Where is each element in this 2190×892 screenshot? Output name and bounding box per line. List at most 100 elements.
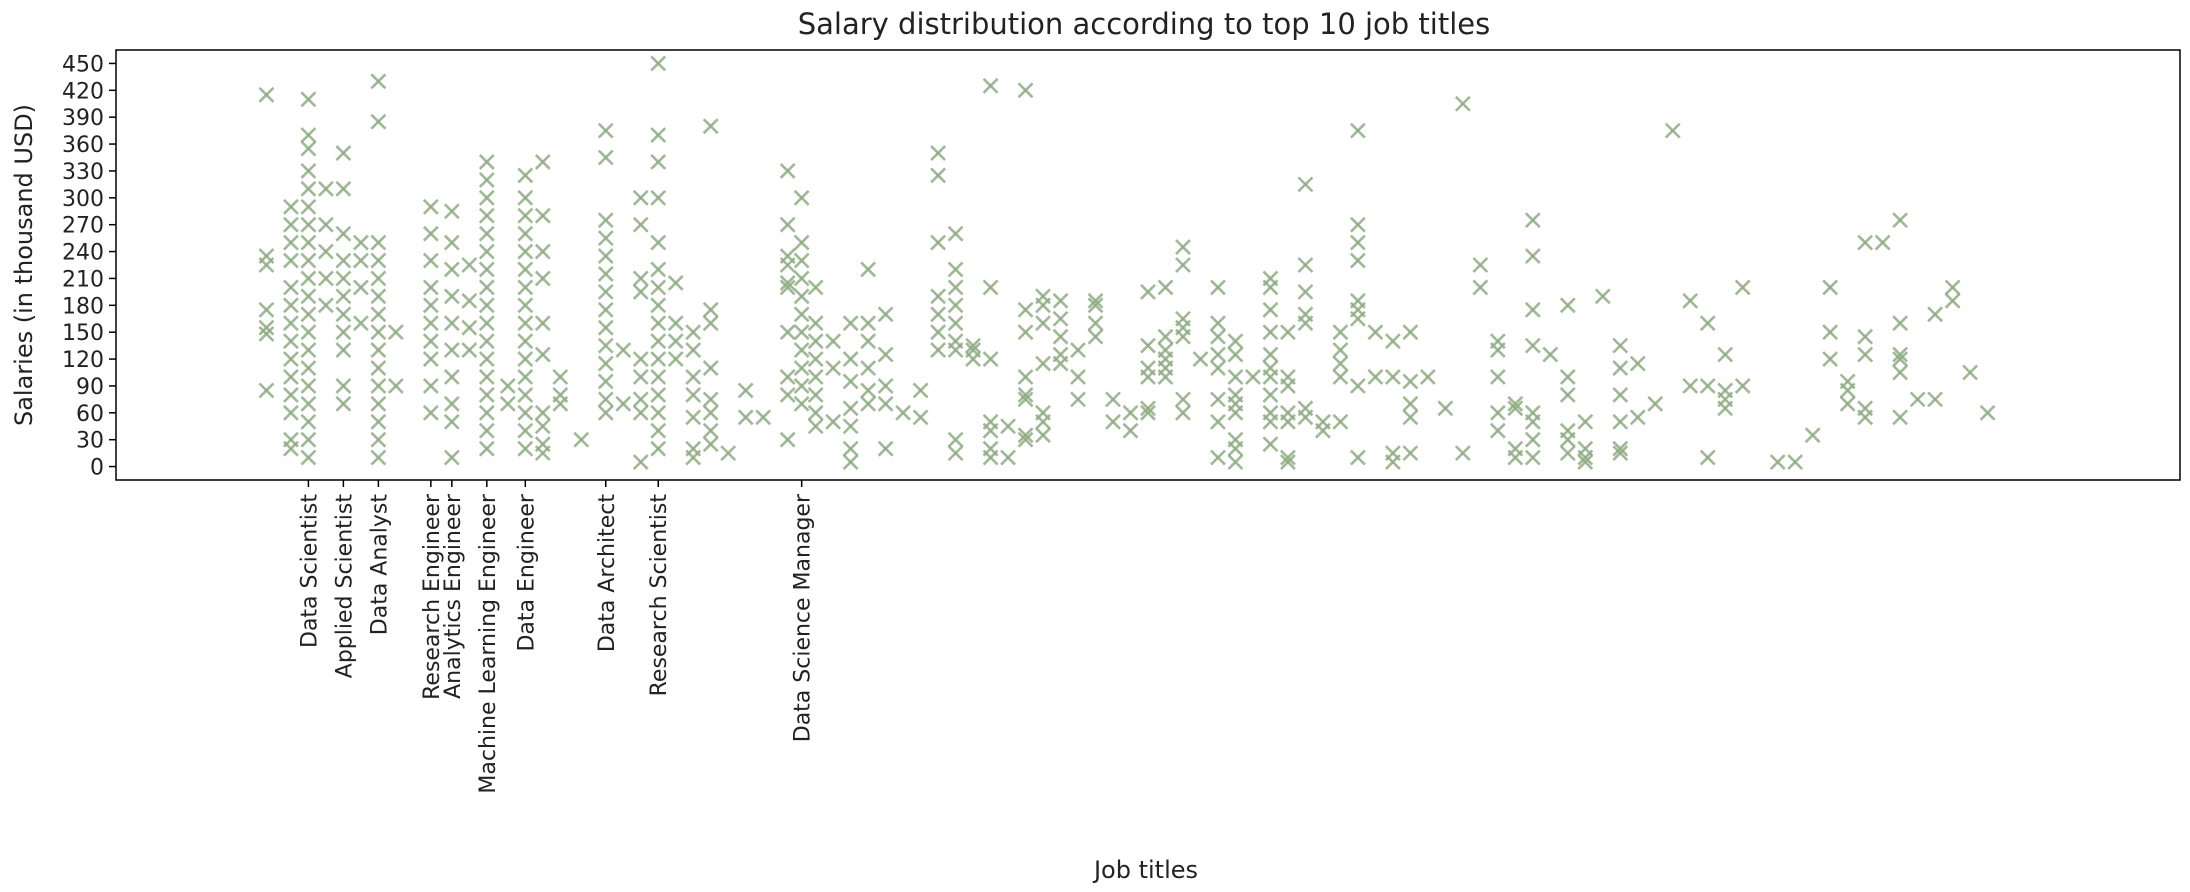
data-point [517,297,534,314]
data-point [1000,418,1016,435]
data-point [478,171,495,188]
data-point [422,225,439,242]
data-point [1734,378,1751,394]
y-tick-label: 420 [62,79,104,104]
data-point [478,422,495,439]
data-point [478,225,495,242]
data-point [650,315,667,332]
data-point [1822,279,1839,296]
data-point [1822,351,1839,367]
data-point [1035,297,1051,314]
data-point [877,395,894,412]
data-point [1175,239,1191,256]
data-point [1612,386,1629,403]
data-point [597,373,614,390]
x-axis: Data Scientist Applied Scientist Data Anal… [297,480,816,794]
data-point [632,404,649,421]
data-point [1122,404,1139,421]
data-point [317,180,334,197]
data-point [1524,337,1541,354]
x-tick-label: Research Engineer [420,493,445,700]
data-point [1542,346,1559,363]
data-point [352,279,369,296]
data-point [1210,315,1226,332]
data-point [1489,422,1506,439]
data-point [930,145,947,161]
data-point [317,297,334,314]
data-point [807,333,824,350]
x-tick-label: Analytics Engineer [441,493,466,699]
data-point [478,386,495,403]
y-axis-label: Salaries (in thousand USD) [10,104,38,426]
data-point [335,270,352,287]
data-point [317,270,334,287]
data-point [370,449,387,466]
data-point [650,386,667,403]
data-point [1559,297,1576,314]
data-point [632,351,649,367]
data-point [1297,176,1314,193]
data-point [1384,454,1401,471]
data-point [1157,328,1174,345]
data-point [552,395,569,412]
data-point [1839,395,1856,412]
data-point [370,113,387,130]
data-point [1612,337,1629,354]
data-point [370,288,387,305]
data-point [702,315,719,332]
data-point [1140,400,1156,417]
data-point [842,373,859,390]
data-point [1612,445,1629,462]
y-tick-label: 180 [62,294,104,319]
data-point [1192,351,1209,367]
data-point [860,333,877,350]
data-point [842,315,859,332]
data-point [807,369,824,385]
data-point [1367,324,1384,341]
data-point [632,189,649,206]
data-point [387,324,404,341]
x-tick-label: Applied Scientist [332,494,357,679]
data-point [982,279,999,296]
data-point [650,261,667,278]
data-point [1507,449,1524,466]
data-point [517,207,534,224]
chart-title: Salary distribution according to top 10 … [798,7,1491,41]
data-point [1664,122,1681,139]
data-point [912,382,929,399]
data-point [1000,449,1016,466]
data-point [1087,315,1104,332]
data-point [1629,355,1646,372]
data-point [370,395,387,412]
data-point [597,355,614,372]
data-point [930,306,947,323]
data-point [1157,369,1174,385]
data-point [1052,310,1069,327]
data-point [947,261,964,278]
data-point [1892,364,1909,381]
y-tick-label: 0 [90,456,104,481]
data-point [1524,301,1541,318]
data-point [1612,360,1629,376]
data-point [1035,427,1051,444]
data-point [930,288,947,305]
data-point [1507,395,1524,412]
data-point [282,440,299,457]
data-point [1227,346,1244,363]
data-point [258,382,275,399]
data-point [615,395,632,412]
data-point [1017,386,1034,403]
data-point [478,404,495,421]
data-point [1175,391,1191,408]
data-point [517,386,534,403]
data-point [1332,413,1349,430]
data-point [737,409,754,426]
data-point [422,279,439,296]
data-point [982,449,999,466]
y-tick-label: 60 [76,402,104,427]
data-point [1892,409,1909,426]
data-point [443,342,460,359]
data-point [1577,413,1594,430]
data-point [1070,391,1086,408]
